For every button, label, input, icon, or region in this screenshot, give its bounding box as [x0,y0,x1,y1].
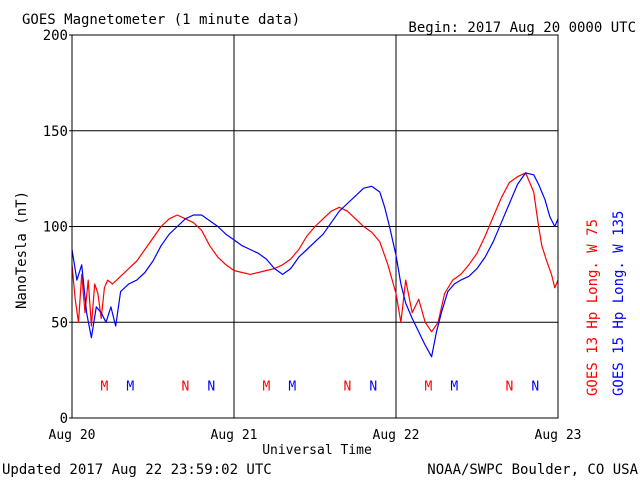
local-time-marker-n: N [181,379,189,394]
local-time-marker-m: M [100,379,108,394]
local-time-marker-n: N [207,379,215,394]
series-layer [71,172,559,358]
y-tick-label: 150 [43,124,68,140]
local-time-marker-n: N [343,379,351,394]
local-time-marker-m: M [126,379,134,394]
y-tick-label: 50 [51,315,68,331]
legend-goes15: GOES 15 Hp Long. W 135 [611,211,627,396]
source-text: NOAA/SWPC Boulder, CO USA [427,462,638,478]
local-time-marker-m: M [450,379,458,394]
local-time-marker-n: N [531,379,539,394]
series-line-0 [71,172,559,333]
updated-text: Updated 2017 Aug 22 23:59:02 UTC [2,462,272,478]
grid [72,35,558,418]
begin-time: Begin: 2017 Aug 20 0000 UTC [408,20,636,36]
x-tick-label: Aug 22 [373,428,420,443]
local-time-marker-n: N [505,379,513,394]
local-time-marker-m: M [262,379,270,394]
y-tick-label: 200 [43,28,68,44]
chart-title: GOES Magnetometer (1 minute data) [22,12,300,28]
x-tick-label: Aug 23 [535,428,582,443]
local-time-marker-n: N [369,379,377,394]
y-tick-label: 0 [60,411,68,427]
x-axis-label: Universal Time [262,443,372,458]
x-tick-label: Aug 21 [211,428,258,443]
y-tick-label: 100 [43,220,68,236]
legend-goes13: GOES 13 Hp Long. W 75 [585,219,601,396]
local-time-marker-m: M [424,379,432,394]
y-tick-labels: 0 50 100 150 200 [43,28,72,427]
local-time-marker-m: M [288,379,296,394]
x-tick-labels: Aug 20 Aug 21 Aug 22 Aug 23 [49,428,582,443]
series-line-1 [71,172,559,358]
y-axis-label: NanoTesla (nT) [14,191,30,309]
x-tick-label: Aug 20 [49,428,96,443]
